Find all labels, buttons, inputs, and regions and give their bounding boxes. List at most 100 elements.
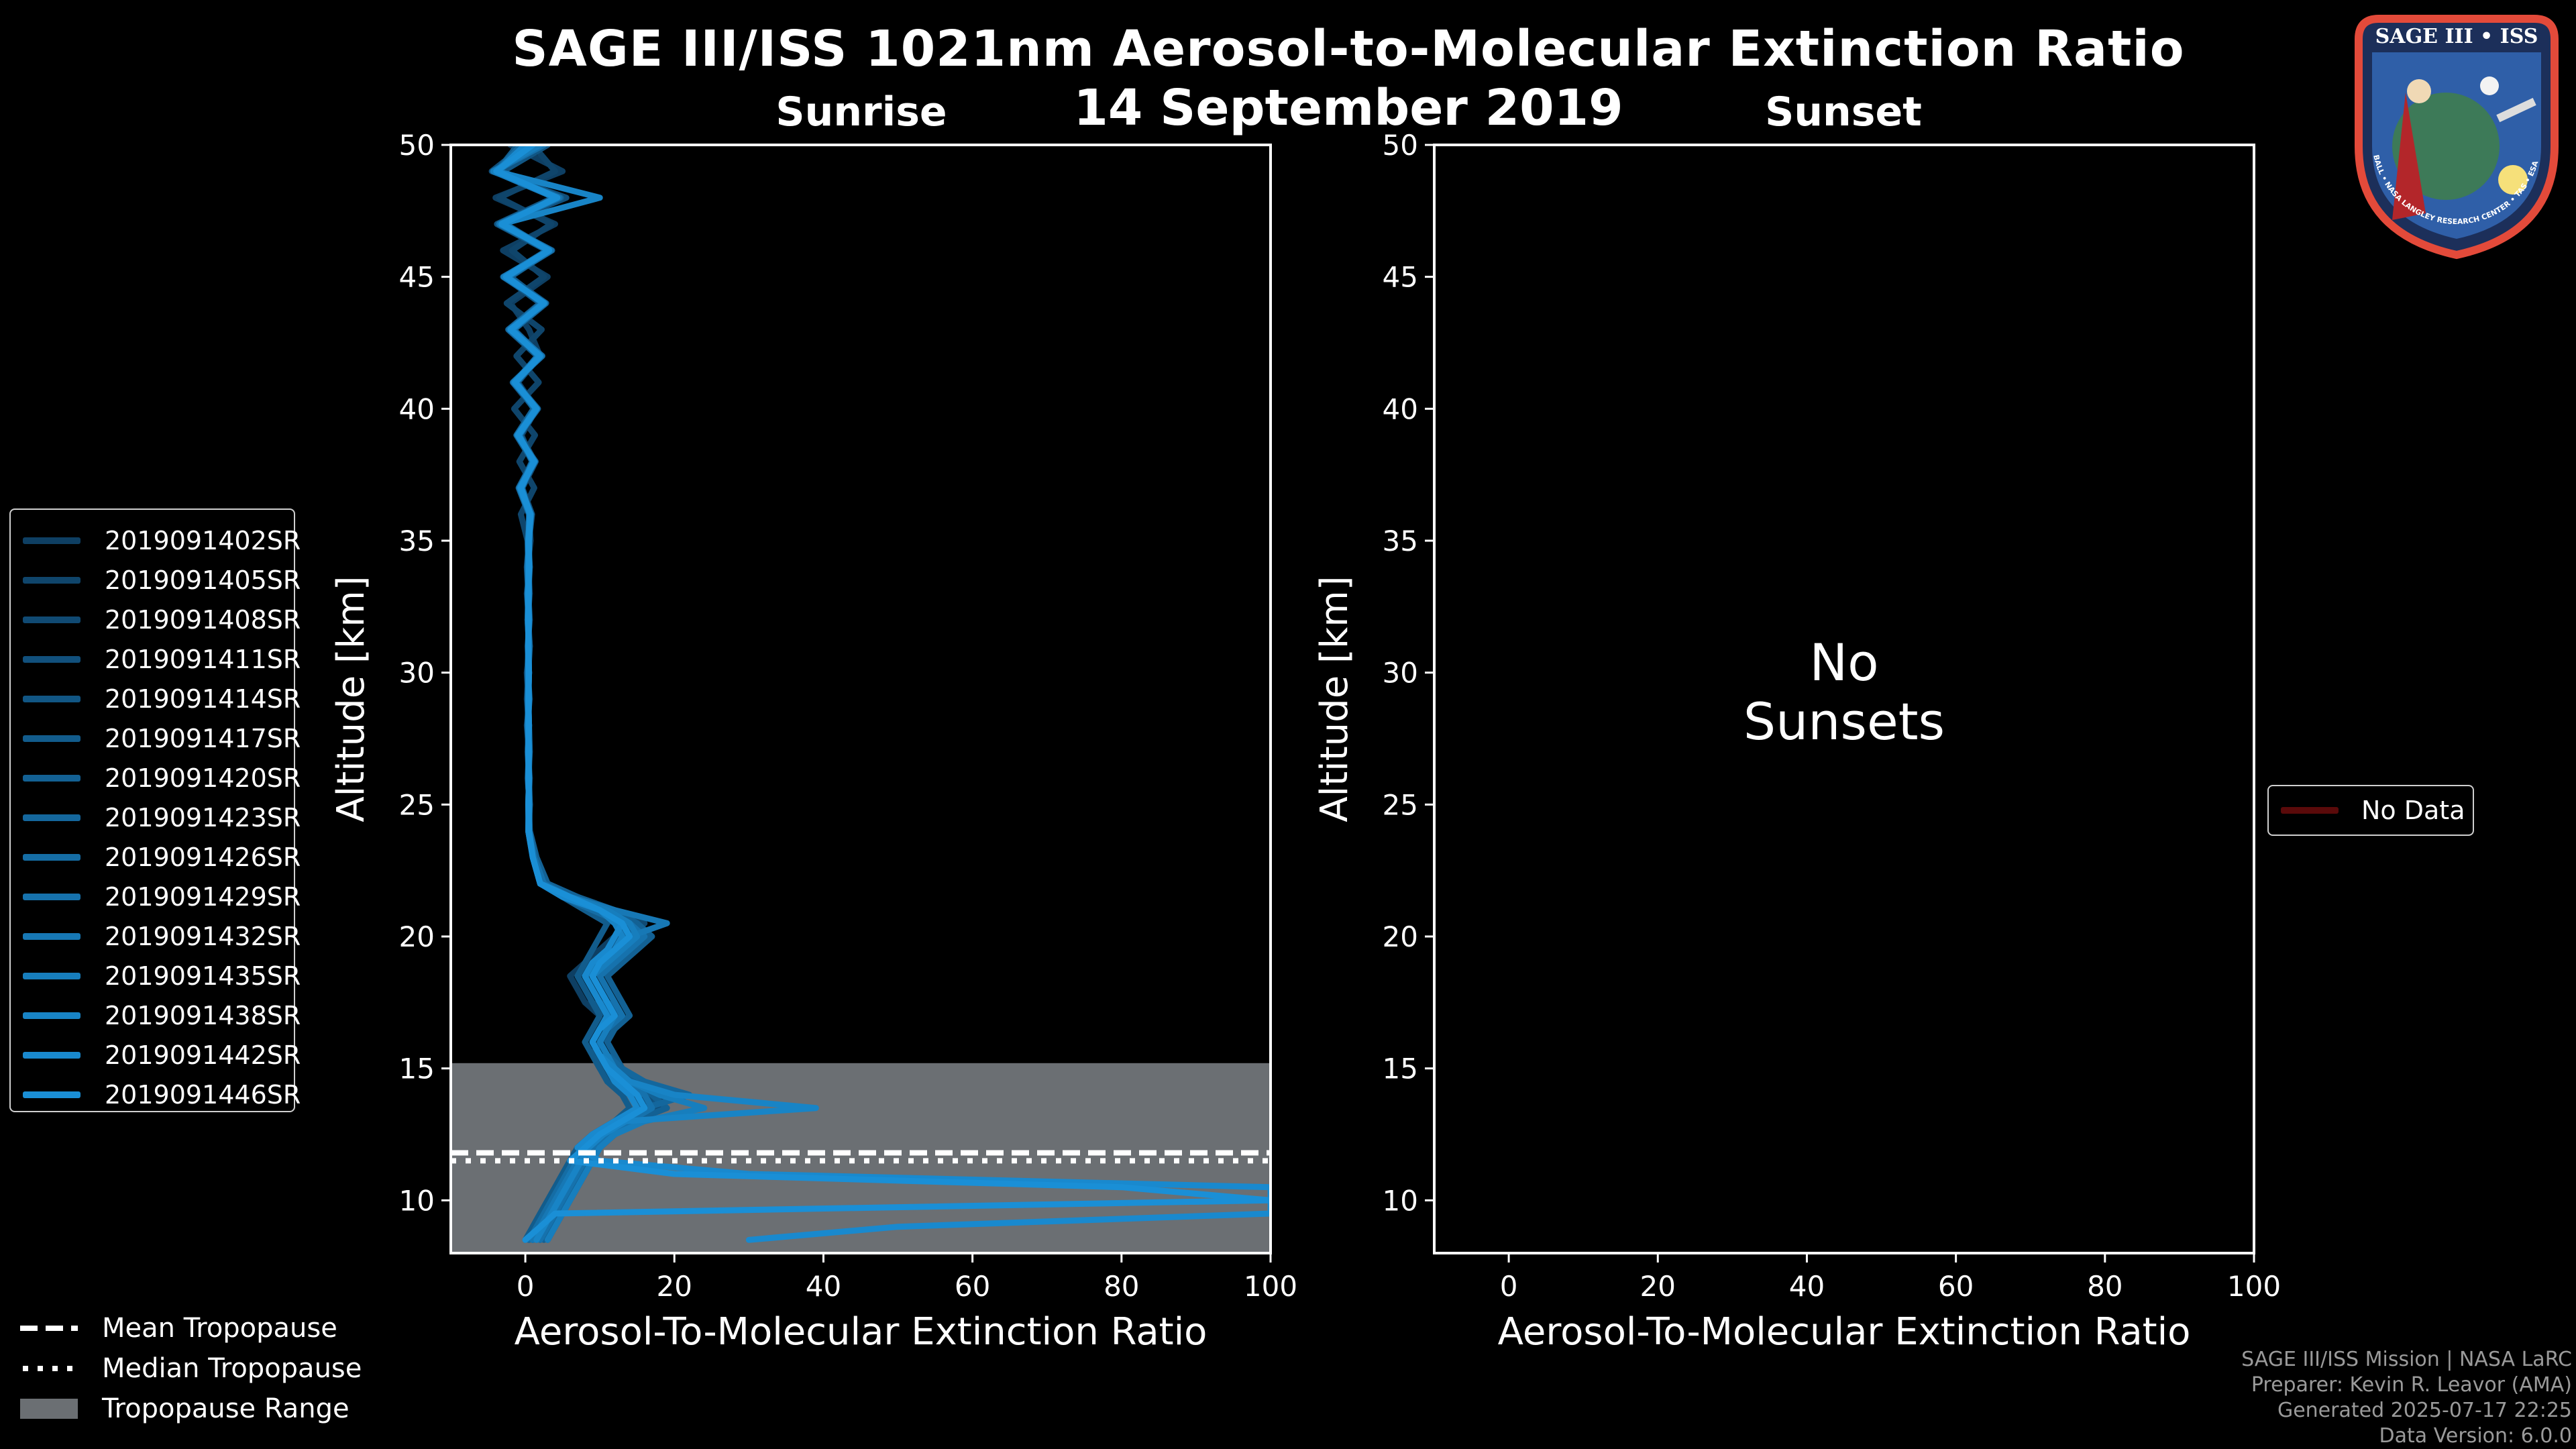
legend-entry-2019091408SR: 2019091408SR: [11, 601, 301, 639]
y-tick-label: 30: [399, 657, 435, 690]
legend-entry-2019091417SR: 2019091417SR: [11, 720, 301, 757]
legend-label: 2019091438SR: [105, 1001, 301, 1030]
sun-icon: [2498, 165, 2528, 195]
x-tick-label: 60: [955, 1270, 990, 1303]
x-tick-label: 20: [1640, 1270, 1676, 1303]
legend-entry-2019091432SR: 2019091432SR: [11, 918, 301, 955]
dotted-line-icon: [20, 1358, 78, 1379]
footer-mission: SAGE III/ISS Mission | NASA LaRC: [2241, 1348, 2572, 1371]
y-tick-label: 50: [1383, 129, 1418, 162]
legend-label: 2019091423SR: [105, 803, 301, 833]
annotation-line: Sunsets: [1743, 692, 1945, 751]
y-tick-label: 40: [399, 392, 435, 425]
x-tick-label: 80: [1104, 1270, 1139, 1303]
y-tick-label: 25: [1383, 788, 1418, 821]
plot-frame: [1433, 144, 2255, 1254]
legend-tropopause-range: Tropopause Range: [20, 1389, 362, 1429]
legend-entry-2019091411SR: 2019091411SR: [11, 641, 301, 678]
annotation-line: No: [1809, 633, 1878, 692]
y-tick-label: 20: [1383, 920, 1418, 953]
legend-swatch: [23, 537, 80, 544]
sunset-panel-title: Sunset: [1765, 89, 1922, 136]
sunrise-panel-title: Sunrise: [775, 89, 947, 136]
legend-swatch: [23, 1052, 80, 1059]
legend-swatch: [23, 933, 80, 940]
y-tick-label: 20: [399, 920, 435, 953]
legend-label: 2019091420SR: [105, 763, 301, 793]
legend-label: 2019091402SR: [105, 526, 301, 555]
plot-panel-sunrise: 10 15 20 25 30 35 40 45 50 0 20 40 60 80 100 Aerosol-To…: [329, 129, 1297, 1354]
figure-icon: [2392, 93, 2426, 220]
legend-entry-2019091405SR: 2019091405SR: [11, 561, 301, 599]
y-tick-label: 50: [399, 129, 435, 162]
x-tick-label: 60: [1938, 1270, 1974, 1303]
x-tick-label: 40: [1789, 1270, 1825, 1303]
legend-swatch: [23, 814, 80, 821]
y-tick-label: 40: [1383, 392, 1418, 425]
legend-swatch: [23, 616, 80, 623]
legend-entry-2019091414SR: 2019091414SR: [11, 680, 301, 718]
legend-swatch: [23, 1012, 80, 1019]
y-tick-label: 15: [1383, 1053, 1418, 1085]
legend-label: 2019091408SR: [105, 605, 301, 635]
legend-entry-2019091435SR: 2019091435SR: [11, 957, 301, 995]
legend-entry-2019091442SR: 2019091442SR: [11, 1036, 301, 1074]
plot-background: [1434, 145, 2254, 1253]
x-tick-label: 40: [806, 1270, 841, 1303]
legend-mean-label: Mean Tropopause: [102, 1313, 337, 1344]
y-axis-label: Altitude [km]: [1313, 576, 1356, 822]
footer-credits: SAGE III/ISS Mission | NASA LaRC Prepare…: [2241, 1347, 2572, 1449]
legend-entry-2019091429SR: 2019091429SR: [11, 878, 301, 916]
legend-swatch: [23, 696, 80, 702]
legend-swatch: [23, 1091, 80, 1098]
station-icon: [2496, 97, 2536, 123]
chart-date: 14 September 2019: [1073, 79, 1623, 137]
y-tick-label: 30: [1383, 657, 1418, 690]
y-tick-label: 45: [399, 261, 435, 294]
y-tick-label: 45: [1383, 261, 1418, 294]
legend-entry-2019091446SR: 2019091446SR: [11, 1076, 301, 1114]
legend-swatch: [23, 656, 80, 663]
legend-label: 2019091411SR: [105, 645, 301, 674]
legend-label: 2019091417SR: [105, 724, 301, 753]
legend-swatch: [23, 894, 80, 900]
series-line-2019091446SR: [493, 145, 1271, 1243]
y-tick-label: 10: [1383, 1184, 1418, 1217]
legend-entry-no-data: No Data: [2269, 792, 2465, 829]
legend-label: 2019091405SR: [105, 566, 301, 595]
legend-entry-2019091402SR: 2019091402SR: [11, 522, 301, 559]
legend-swatch: [23, 735, 80, 742]
x-tick-label: 0: [517, 1270, 535, 1303]
sunrise-legend: 2019091402SR 2019091405SR 2019091408SR 2019…: [9, 508, 301, 1112]
y-tick-label: 15: [399, 1053, 435, 1085]
chart-title: SAGE III/ISS 1021nm Aerosol-to-Molecular…: [512, 20, 2185, 78]
x-tick-label: 20: [657, 1270, 692, 1303]
legend-label: 2019091435SR: [105, 961, 301, 991]
y-axis-label: Altitude [km]: [329, 576, 373, 822]
y-tick-label: 35: [399, 525, 435, 557]
sage-iii-iss-logo: SAGE III • ISS BALL • NASA LANGLEY RESEA…: [2355, 15, 2559, 260]
legend-swatch: [23, 775, 80, 782]
legend-swatch: [23, 577, 80, 584]
x-axis-label: Aerosol-To-Molecular Extinction Ratio: [1498, 1310, 2191, 1354]
x-axis-label: Aerosol-To-Molecular Extinction Ratio: [515, 1310, 1208, 1354]
legend-swatch: [2281, 807, 2339, 814]
legend-label: 2019091432SR: [105, 922, 301, 951]
plot-panel-sunset: 10 15 20 25 30 35 40 45 50 0 20 40 60 80 100 Aerosol-To…: [1313, 129, 2281, 1354]
grey-box-icon: [20, 1399, 78, 1419]
x-tick-label: 100: [1244, 1270, 1297, 1303]
legend-label: 2019091426SR: [105, 843, 301, 872]
plot-area: [451, 145, 1271, 1253]
legend-label: No Data: [2361, 796, 2465, 825]
y-tick-label: 10: [399, 1184, 435, 1217]
legend-swatch: [23, 854, 80, 861]
plot-frame: [449, 144, 1272, 1254]
legend-entry-2019091426SR: 2019091426SR: [11, 839, 301, 876]
legend-label: 2019091429SR: [105, 882, 301, 912]
legend-label: 2019091446SR: [105, 1080, 301, 1110]
y-tick-label: 35: [1383, 525, 1418, 557]
x-tick-label: 80: [2087, 1270, 2123, 1303]
legend-range-label: Tropopause Range: [102, 1393, 350, 1424]
x-tick-label: 0: [1500, 1270, 1518, 1303]
footer-preparer: Preparer: Kevin R. Leavor (AMA): [2251, 1373, 2572, 1397]
